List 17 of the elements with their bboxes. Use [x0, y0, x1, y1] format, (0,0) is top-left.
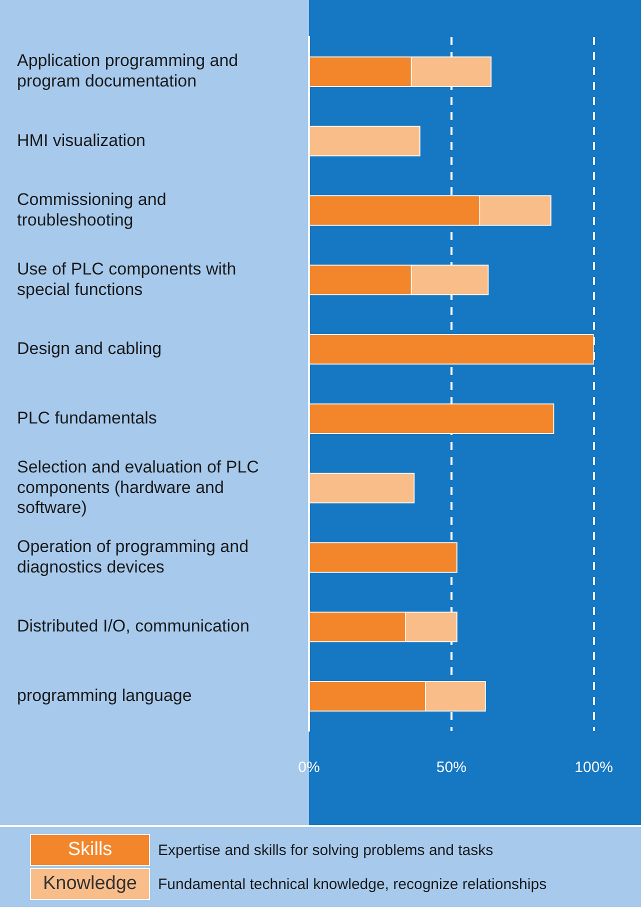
y-tick-label: Design and cabling [17, 338, 162, 358]
x-tick-label: 0% [298, 759, 320, 776]
text: Expertise and skills for solving problems and tasks [158, 842, 494, 858]
y-tick-label: Application programming and program documentation [17, 51, 238, 91]
y-tick-label: Selection and evaluation of PLC components (hardware and software) [17, 457, 259, 518]
y-tick-label: PLC fundamentals [17, 408, 157, 428]
text: Knowledge [30, 868, 150, 900]
x-tick-label: 100% [574, 759, 614, 776]
x-tick-label: 50% [436, 759, 466, 776]
y-tick-label: Distributed I/O, communication [17, 616, 250, 636]
text: Skills [30, 834, 150, 866]
y-tick-label: Commissioning and troubleshooting [17, 190, 166, 230]
y-tick-label: Use of PLC components with special functions [17, 259, 236, 299]
text: Fundamental technical knowledge, recognize relationships [158, 876, 547, 892]
y-tick-label: Operation of programming and diagnostics devices [17, 536, 249, 576]
y-tick-label: programming language [17, 686, 192, 705]
y-tick-label: HMI visualization [17, 130, 146, 150]
